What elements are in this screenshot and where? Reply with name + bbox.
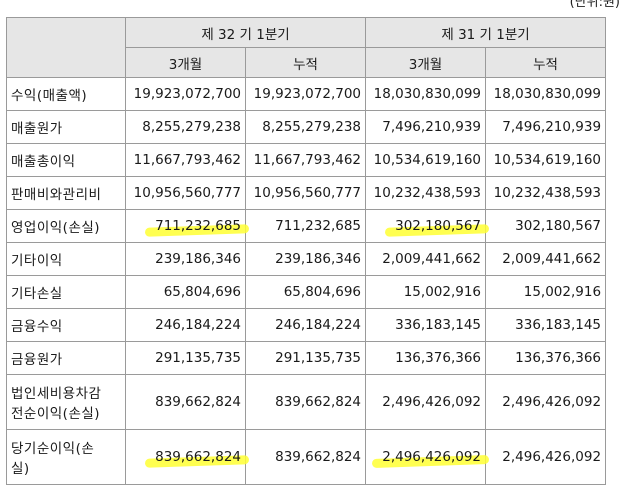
table-cell: 2,496,426,092 — [365, 429, 490, 485]
table-cell: 7,496,210,939 — [365, 110, 487, 144]
header-sub-cumulative: 누적 — [244, 47, 367, 78]
table-cell: 18,030,830,099 — [485, 77, 607, 111]
row-label: 매출원가 — [6, 110, 126, 144]
header-row-sub: 3개월 누적 3개월 누적 — [7, 47, 607, 78]
table-cell: 839,662,824 — [244, 374, 367, 430]
table-cell: 136,376,366 — [485, 341, 607, 375]
table-cell: 839,662,824 — [125, 429, 250, 485]
table-cell: 10,534,619,160 — [365, 143, 487, 177]
highlighter-mark: 711,232,685 — [144, 218, 250, 237]
table-cell: 291,135,735 — [125, 341, 246, 375]
table-cell: 10,232,438,593 — [485, 176, 607, 210]
table-cell: 18,030,830,099 — [365, 77, 487, 111]
table-cell: 10,232,438,593 — [365, 176, 487, 210]
table-cell: 2,496,426,092 — [485, 429, 607, 485]
table-cell: 336,183,145 — [365, 308, 487, 342]
row-label: 금융원가 — [6, 341, 126, 375]
table-cell: 302,180,567 — [485, 209, 607, 243]
header-sub-3months: 3개월 — [365, 47, 487, 78]
table-cell: 291,135,735 — [244, 341, 367, 375]
table-row: 기타손실 65,804,696 65,804,696 15,002,916 15… — [6, 275, 607, 309]
row-label: 기타손실 — [6, 275, 126, 309]
table-cell: 11,667,793,462 — [244, 143, 367, 177]
table-cell: 15,002,916 — [485, 275, 607, 309]
table-row: 매출총이익 11,667,793,462 11,667,793,462 10,5… — [6, 143, 607, 177]
table-cell: 65,804,696 — [125, 275, 246, 309]
header-sub-3months: 3개월 — [125, 47, 246, 78]
unit-note: (단위:원) — [569, 0, 620, 10]
header-period-32: 제 32 기 1분기 — [124, 17, 367, 48]
table-row: 판매비와관리비 10,956,560,777 10,956,560,777 10… — [6, 176, 607, 210]
table-cell: 2,496,426,092 — [485, 374, 607, 430]
table-row: 매출원가 8,255,279,238 8,255,279,238 7,496,2… — [6, 110, 607, 144]
table-row: 기타이익 239,186,346 239,186,346 2,009,441,6… — [6, 242, 607, 276]
income-statement-table: 제 32 기 1분기 제 31 기 1분기 3개월 누적 3개월 누적 수익(매… — [6, 17, 607, 485]
table-row: 법인세비용차감 전순이익(손실) 839,662,824 839,662,824 … — [6, 374, 607, 430]
row-label: 법인세비용차감 전순이익(손실) — [6, 374, 126, 430]
table-row: 금융수익 246,184,224 246,184,224 336,183,145… — [6, 308, 607, 342]
table-cell: 8,255,279,238 — [244, 110, 367, 144]
table-row: 영업이익(손실) 711,232,685 711,232,685 302,180… — [6, 209, 607, 243]
table-cell: 711,232,685 — [125, 209, 250, 243]
row-label: 수익(매출액) — [6, 77, 126, 111]
table-cell: 10,956,560,777 — [244, 176, 367, 210]
header-period-31: 제 31 기 1분기 — [365, 17, 607, 48]
table-cell: 839,662,824 — [244, 429, 367, 485]
row-label: 매출총이익 — [6, 143, 126, 177]
table-cell: 2,496,426,092 — [365, 374, 487, 430]
table-cell: 65,804,696 — [244, 275, 367, 309]
row-label: 당기순이익(손 실) — [6, 429, 126, 485]
row-label: 영업이익(손실) — [6, 209, 126, 243]
highlighter-mark: 839,662,824 — [144, 449, 250, 468]
table-row: 당기순이익(손 실) 839,662,824 839,662,824 2,496,… — [6, 429, 607, 485]
table-row: 금융원가 291,135,735 291,135,735 136,376,366… — [6, 341, 607, 375]
table-cell: 136,376,366 — [365, 341, 487, 375]
table-cell: 15,002,916 — [365, 275, 487, 309]
table-cell: 246,184,224 — [125, 308, 246, 342]
highlighter-mark: 2,496,426,092 — [372, 449, 490, 469]
table-cell: 7,496,210,939 — [485, 110, 607, 144]
header-row-periods: 제 32 기 1분기 제 31 기 1분기 — [6, 17, 607, 78]
table-cell: 302,180,567 — [365, 209, 490, 243]
table-cell: 839,662,824 — [125, 374, 246, 430]
table-cell: 11,667,793,462 — [125, 143, 246, 177]
table-cell: 239,186,346 — [244, 242, 367, 276]
table-cell: 246,184,224 — [244, 308, 367, 342]
header-corner — [6, 17, 126, 78]
table-cell: 19,923,072,700 — [125, 77, 246, 111]
row-label: 금융수익 — [6, 308, 126, 342]
table-cell: 239,186,346 — [125, 242, 246, 276]
table-cell: 2,009,441,662 — [365, 242, 487, 276]
row-label: 기타이익 — [6, 242, 126, 276]
table-cell: 2,009,441,662 — [485, 242, 607, 276]
table-cell: 10,956,560,777 — [125, 176, 246, 210]
table-cell: 10,534,619,160 — [485, 143, 607, 177]
highlighter-mark: 302,180,567 — [384, 218, 490, 237]
table-cell: 8,255,279,238 — [125, 110, 246, 144]
header-sub-cumulative: 누적 — [485, 47, 607, 78]
table-cell: 711,232,685 — [244, 209, 367, 243]
row-label: 판매비와관리비 — [6, 176, 126, 210]
table-row: 수익(매출액) 19,923,072,700 19,923,072,700 18… — [6, 77, 607, 111]
table-cell: 19,923,072,700 — [244, 77, 367, 111]
table-cell: 336,183,145 — [485, 308, 607, 342]
